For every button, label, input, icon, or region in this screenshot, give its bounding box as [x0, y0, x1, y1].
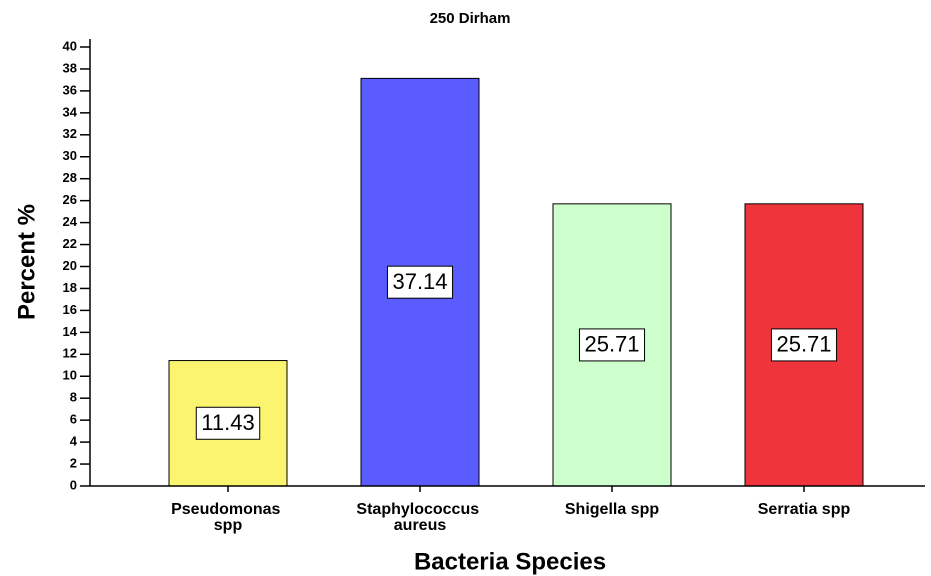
x-tick-label: Shigella spp — [565, 501, 659, 518]
value-label-box — [386, 265, 454, 299]
value-label: 25.71 — [776, 332, 831, 357]
y-tick-label: 12 — [63, 346, 77, 361]
y-tick-label: 28 — [63, 170, 77, 185]
x-tick-label: Staphylococcus aureus — [356, 501, 483, 534]
value-label: 37.14 — [392, 269, 447, 294]
y-tick-label: 26 — [63, 192, 77, 207]
y-tick-label: 36 — [63, 82, 77, 97]
y-tick-label: 40 — [63, 38, 77, 53]
x-axis-label: Bacteria Species — [414, 548, 606, 575]
value-label-box — [578, 328, 646, 362]
y-tick-label: 14 — [63, 324, 78, 339]
y-tick-label: 4 — [70, 434, 78, 449]
y-axis-label: Percent % — [13, 204, 40, 320]
x-tick-label: Pseudomonas spp — [171, 501, 285, 534]
y-tick-label: 6 — [70, 412, 77, 427]
value-label: 25.71 — [584, 332, 639, 357]
y-tick-label: 20 — [63, 258, 77, 273]
y-tick-label: 34 — [63, 104, 78, 119]
value-label: 11.43 — [201, 410, 254, 435]
y-tick-label: 10 — [63, 368, 77, 383]
y-tick-label: 22 — [63, 236, 77, 251]
chart-title: 250 Dirham — [430, 10, 511, 27]
y-tick-label: 16 — [63, 302, 77, 317]
x-tick-label: Serratia spp — [758, 501, 851, 518]
value-label-box — [770, 328, 838, 362]
y-tick-label: 0 — [70, 477, 77, 492]
y-tick-label: 18 — [63, 280, 77, 295]
y-tick-label: 38 — [63, 60, 77, 75]
y-tick-label: 2 — [70, 455, 77, 470]
y-tick-label: 24 — [63, 214, 78, 229]
y-tick-label: 8 — [70, 390, 77, 405]
y-tick-label: 32 — [63, 126, 77, 141]
value-label-box — [195, 406, 261, 440]
y-tick-label: 30 — [63, 148, 77, 163]
